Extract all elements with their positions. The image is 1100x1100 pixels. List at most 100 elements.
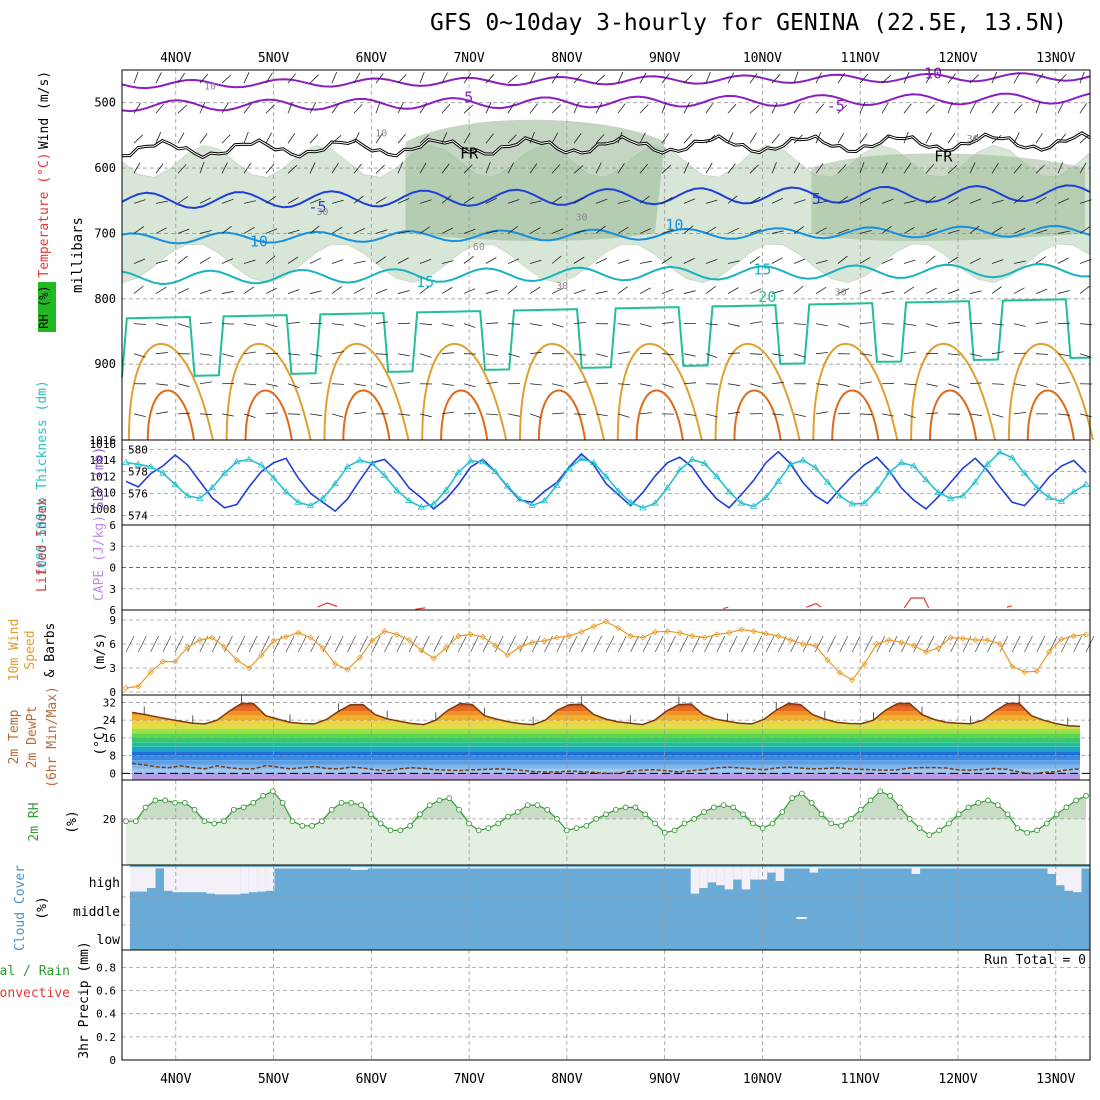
wind-barb [309, 198, 322, 204]
temp-band [132, 729, 1080, 734]
series-point [836, 492, 844, 499]
rh-area [126, 791, 1086, 865]
wind-barb [155, 163, 164, 174]
wind-barb [639, 132, 646, 144]
x-tick-label-bottom: 5NOV [258, 1072, 289, 1087]
rh-point [985, 797, 991, 804]
wind-barb [155, 103, 165, 114]
wind-barb [705, 323, 718, 326]
wind-barb [507, 102, 515, 114]
rh-point [475, 827, 482, 834]
wind-barb [248, 635, 258, 653]
y-axis-label-thickness: 1000-500mb Thickness (dm) [35, 380, 50, 576]
cloud-clear-cell [172, 867, 181, 893]
wind-barb [137, 635, 147, 653]
series-point [565, 464, 573, 471]
wind-barb [265, 383, 278, 387]
wind-speed-point [258, 652, 265, 659]
x-tick-label-top: 7NOV [453, 51, 484, 66]
wind-barb [485, 161, 491, 174]
wind-barb [925, 323, 938, 328]
cloud-clear-cell [486, 867, 496, 869]
wind-barb [969, 198, 982, 204]
series-point [122, 458, 130, 465]
wind-barb [529, 259, 542, 264]
wind-barb [765, 635, 775, 653]
wind-barb [727, 260, 740, 264]
precip-frame [121, 949, 1091, 1061]
y-axis-label-wind: Wind (m/s) [37, 71, 52, 149]
wind-barb [1035, 383, 1048, 388]
cloud-clear-cell [461, 867, 470, 869]
wind-barb [617, 162, 625, 174]
wind-barb [991, 323, 1004, 326]
wind-barb [815, 227, 827, 234]
wind-barb [243, 259, 256, 264]
wind-barb [331, 134, 342, 144]
wind-barb [133, 353, 146, 358]
wind-barb [991, 226, 1003, 234]
wind-barb [265, 287, 277, 294]
wind-barb [199, 73, 209, 84]
x-tick-label-bottom: 6NOV [356, 1072, 387, 1087]
wind-speed-point [910, 642, 917, 649]
wind-barb [287, 229, 300, 234]
series-line [125, 450, 1087, 513]
wind-barb [947, 165, 958, 174]
series-point [319, 494, 327, 501]
cloud-clear-cell [223, 867, 232, 895]
cloud-clear-cell [299, 867, 309, 869]
wind-barb [331, 71, 338, 84]
wind-barb [793, 134, 803, 144]
wind-barb [1013, 412, 1026, 415]
wind-barb [470, 635, 479, 653]
wind-barb [573, 289, 586, 294]
wind-barb [771, 322, 785, 325]
wind-barb [419, 323, 433, 326]
series-point [934, 488, 943, 495]
wind-barb [991, 199, 1004, 204]
wind-barb [947, 383, 960, 389]
cloud-clear-cell [631, 867, 640, 869]
rh-point [887, 792, 893, 799]
series-point [589, 458, 598, 465]
contour-label: 10 [375, 129, 387, 140]
wind-barb [617, 286, 629, 294]
wind-barb [947, 229, 960, 234]
wind-barb [419, 71, 425, 84]
lifted-index-line [903, 597, 930, 609]
cloud-clear-cell [215, 867, 224, 895]
cloud-clear-cell [571, 867, 581, 869]
wind-barb [727, 132, 734, 144]
wind-barb [837, 104, 848, 114]
wind-barb [661, 256, 673, 264]
cloud-clear-cell [605, 867, 615, 869]
wind-barb [771, 102, 778, 114]
wind-barb [375, 196, 387, 204]
rh-point [691, 816, 698, 822]
wind-barb [221, 74, 232, 84]
x-tick-label-bottom: 12NOV [938, 1072, 977, 1087]
series-point [626, 498, 635, 505]
rh-point [1034, 827, 1040, 834]
series-point [183, 492, 192, 499]
wind-barb [859, 353, 872, 356]
y-axis-label-rh: RH (%) [37, 285, 51, 328]
wind-speed-point [529, 639, 536, 646]
cloud-fill [130, 865, 1090, 950]
wind-barb [903, 413, 916, 418]
wind-barb [881, 74, 892, 84]
series-point [1057, 497, 1066, 504]
series-point [417, 503, 426, 510]
wind-speed-point [762, 630, 770, 637]
wind-barb [999, 635, 1009, 653]
wind-speed-point [738, 626, 745, 633]
series-point [380, 471, 389, 478]
wind-barb [177, 228, 190, 234]
wind-barb [837, 412, 851, 415]
rh-point [142, 804, 149, 811]
wind-barb [1035, 229, 1048, 234]
wind-barb [881, 198, 894, 204]
wind-barb [639, 323, 652, 328]
